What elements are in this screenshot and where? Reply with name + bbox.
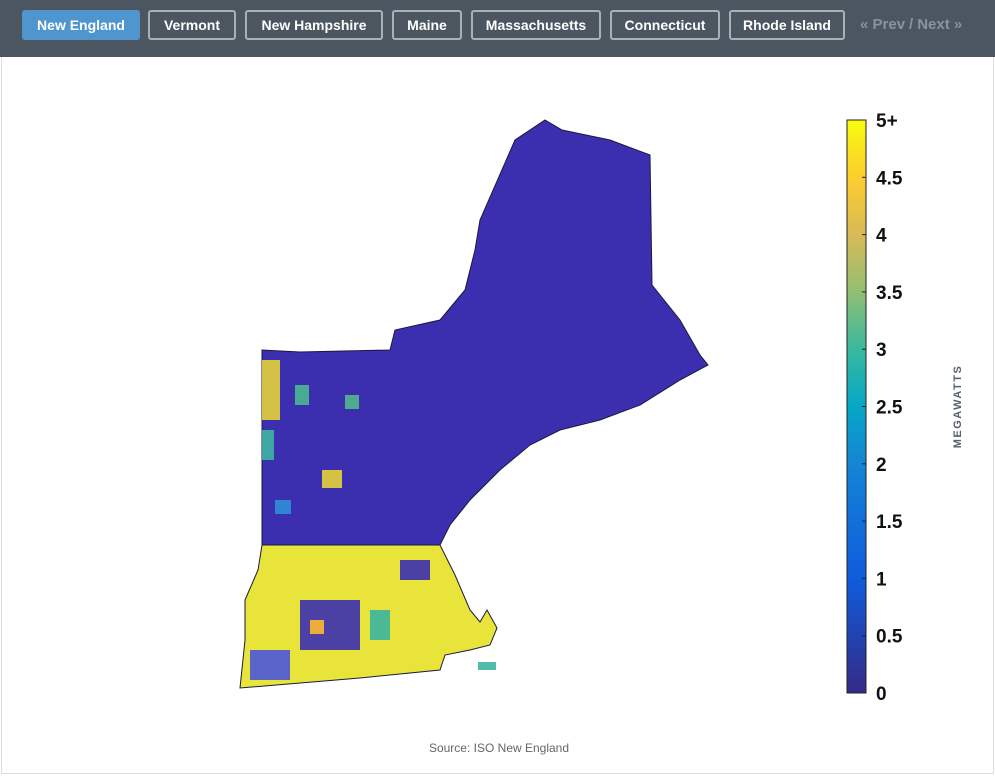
next[interactable]: Next » [917, 16, 963, 33]
map-patches [250, 360, 496, 680]
separator: / [909, 16, 914, 33]
tab[interactable]: Connecticut [610, 10, 720, 40]
map [239, 119, 709, 689]
prev[interactable]: « Prev [860, 16, 906, 33]
tick-label: 0 [876, 684, 887, 705]
tick-label: 4 [876, 226, 887, 247]
tab[interactable]: New Hampshire [245, 10, 383, 40]
tick-label: 2.5 [876, 398, 903, 419]
region-north [261, 119, 709, 546]
tick-label: 3.5 [876, 283, 903, 304]
region-south [239, 544, 498, 689]
map-figure: 5+ 4.5 4 3.5 3 2.5 2 1.5 1 0.5 0 MEGAWATTS Source: I… [239, 111, 964, 755]
tick-label: 2 [876, 455, 887, 476]
tab[interactable]: New England [22, 10, 140, 40]
tick-label: 0.5 [876, 627, 903, 648]
pager: « Prev / Next » [860, 16, 966, 33]
tick-label: 1.5 [876, 512, 903, 533]
tick-label: 4.5 [876, 168, 903, 189]
tab[interactable]: Vermont [148, 10, 236, 40]
tick-label: 3 [876, 340, 887, 361]
tab[interactable]: Maine [392, 10, 462, 40]
nav-bar: New England Vermont New Hampshire Maine Mass… [0, 0, 995, 57]
source: Source: ISO New England [429, 741, 569, 755]
tab[interactable]: Massachusetts [471, 10, 601, 40]
colorbar-label: MEGAWATTS [952, 365, 964, 449]
tab[interactable]: Rhode Island [729, 10, 845, 40]
content-frame [1, 57, 994, 774]
tick-label: 5+ [876, 111, 898, 132]
tick-label: 1 [876, 569, 887, 590]
